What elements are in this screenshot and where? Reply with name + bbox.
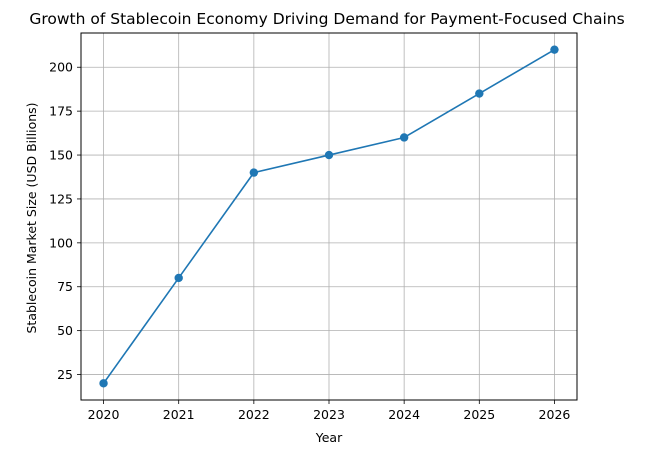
y-tick-label: 175 [49,104,73,119]
y-tick-label: 75 [57,279,73,294]
x-axis-ticks: 2020 2021 2022 2023 2024 2025 2026 [88,400,571,422]
x-axis-label: Year [315,430,343,445]
data-point [249,168,259,177]
data-point [99,379,108,388]
y-tick-label: 100 [49,235,73,250]
data-point [399,133,409,142]
data-point [324,150,334,160]
x-tick-label: 2022 [238,407,270,422]
y-tick-label: 200 [49,60,73,75]
y-tick-label: 25 [57,367,73,382]
y-tick-label: 125 [49,191,73,206]
data-point [550,45,559,54]
data-point [174,273,183,283]
y-axis-ticks: 25 50 75 100 125 150 175 200 [49,60,81,382]
x-tick-label: 2026 [539,407,571,422]
x-tick-label: 2021 [163,407,195,422]
y-axis-label: Stablecoin Market Size (USD Billions) [24,102,39,333]
y-tick-label: 50 [57,323,73,338]
x-tick-label: 2024 [388,407,420,422]
series-layer [99,45,559,388]
x-tick-label: 2020 [88,407,120,422]
grid [81,33,577,400]
x-tick-label: 2025 [463,407,495,422]
data-point [475,89,484,98]
x-tick-label: 2023 [313,407,345,422]
y-tick-label: 150 [49,148,73,163]
chart-title: Growth of Stablecoin Economy Driving Dem… [29,10,624,28]
